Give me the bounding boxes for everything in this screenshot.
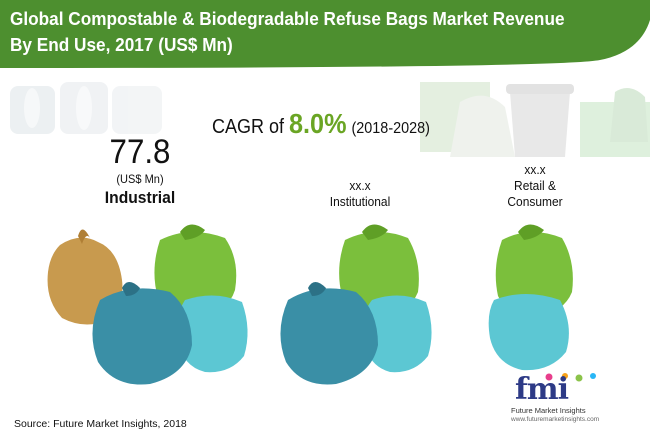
chart-title: Global Compostable & Biodegradable Refus… <box>10 6 568 58</box>
background-bag-rolls-image <box>10 82 162 134</box>
retail-category-label-line-2: Consumer <box>507 194 563 209</box>
teal-bag-icon <box>488 294 569 371</box>
cagr-text: CAGR of 8.0% (2018-2028) <box>212 108 430 140</box>
teal-bag-icon <box>363 295 432 373</box>
institutional-bag-cluster <box>280 224 432 385</box>
cagr-prefix: CAGR of <box>212 116 285 138</box>
logo-letters: fmi <box>515 372 569 407</box>
title-line-2: By End Use, 2017 (US$ Mn) <box>10 34 233 55</box>
logo-name: Future Market Insights <box>511 406 586 415</box>
industrial-unit-label: (US$ Mn) <box>116 172 164 186</box>
industrial-category-label: Industrial <box>104 188 176 207</box>
teal-bag-icon <box>177 295 248 373</box>
retail-category-label-line-1: Retail & <box>514 178 556 193</box>
logo-dots-icon <box>545 373 596 382</box>
background-bins-image <box>420 82 650 157</box>
title-banner: Global Compostable & Biodegradable Refus… <box>0 0 650 78</box>
title-line-1: Global Compostable & Biodegradable Refus… <box>10 8 565 29</box>
blue-bag-icon <box>280 282 378 385</box>
banner-shape <box>0 0 650 68</box>
cagr-value: 8.0% <box>289 108 347 139</box>
logo-url: www.futuremarketinsights.com <box>511 416 600 423</box>
source-note: Source: Future Market Insights, 2018 <box>14 418 187 430</box>
blue-bag-icon <box>92 282 192 385</box>
fmi-logo: fmi Future Market Insights www.futuremar… <box>505 372 625 432</box>
cagr-period: (2018-2028) <box>351 120 430 137</box>
institutional-value-label: xx.x <box>349 178 371 193</box>
industrial-bag-cluster <box>47 224 248 385</box>
industrial-value-label: 77.8 <box>109 133 171 171</box>
institutional-category-label: Institutional <box>329 194 391 209</box>
retail-value-label: xx.x <box>524 162 546 177</box>
retail-bag-cluster <box>488 224 573 371</box>
